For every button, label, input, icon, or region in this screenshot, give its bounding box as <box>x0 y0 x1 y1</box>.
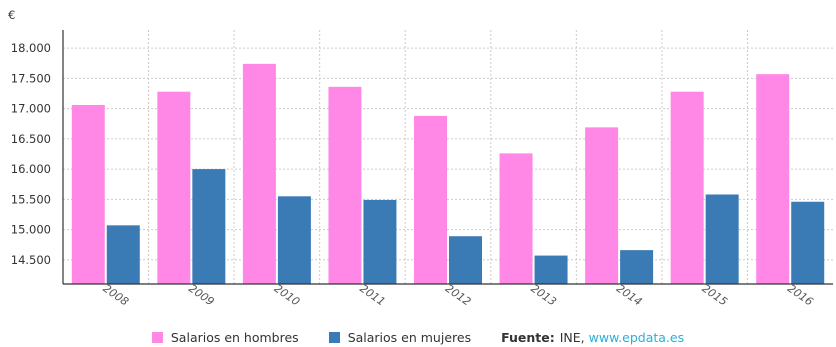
source-name: INE, <box>559 329 585 345</box>
x-tick-label: 2016 <box>785 282 815 309</box>
x-tick-label: 2015 <box>699 282 729 309</box>
x-tick-label: 2014 <box>614 282 644 309</box>
bar-hombres-2010[interactable] <box>242 63 276 284</box>
salary-bar-chart: € 14.500 15.000 15.500 16.000 16.500 17.000 17… <box>8 8 833 309</box>
x-axis-ticks: 2008 2009 2010 2011 2012 2013 2014 2015 2016 <box>101 282 816 309</box>
x-tick-label: 2011 <box>357 282 387 309</box>
source-credit: Fuente: INE, www.epdata.es <box>501 330 684 345</box>
bar-mujeres-2008[interactable] <box>106 225 140 284</box>
bar-mujeres-2013[interactable] <box>534 255 568 284</box>
y-tick-label: 16.000 <box>11 162 51 176</box>
y-axis-ticks: 14.500 15.000 15.500 16.000 16.500 17.000 17.5… <box>11 41 51 267</box>
gridlines <box>63 30 833 284</box>
legend-item-mujeres[interactable]: Salarios en mujeres <box>328 329 472 345</box>
legend-swatch-mujeres <box>328 331 340 343</box>
bar-hombres-2011[interactable] <box>328 86 362 284</box>
y-tick-label: 14.500 <box>11 253 51 267</box>
bar-mujeres-2012[interactable] <box>449 236 482 284</box>
x-tick-label: 2012 <box>443 282 473 309</box>
bar-hombres-2012[interactable] <box>414 115 447 284</box>
x-tick-label: 2013 <box>528 282 558 309</box>
legend-label-mujeres: Salarios en mujeres <box>347 329 472 345</box>
bar-mujeres-2011[interactable] <box>363 199 397 284</box>
x-tick-label: 2008 <box>101 282 131 309</box>
legend-label-hombres: Salarios en hombres <box>170 329 299 345</box>
bar-mujeres-2010[interactable] <box>277 196 311 284</box>
bar-hombres-2016[interactable] <box>756 74 790 285</box>
bar-hombres-2013[interactable] <box>499 153 533 284</box>
bar-hombres-2009[interactable] <box>157 91 191 284</box>
bar-mujeres-2014[interactable] <box>620 250 654 284</box>
y-tick-label: 17.000 <box>11 102 51 116</box>
bars <box>71 63 825 285</box>
legend-swatch-hombres <box>151 331 163 343</box>
bar-mujeres-2009[interactable] <box>192 169 226 284</box>
y-tick-label: 15.500 <box>11 192 51 206</box>
y-tick-label: 15.000 <box>11 223 51 237</box>
bar-mujeres-2015[interactable] <box>705 194 739 284</box>
legend-item-hombres[interactable]: Salarios en hombres <box>151 329 299 345</box>
bar-mujeres-2016[interactable] <box>791 201 825 284</box>
y-tick-label: 17.500 <box>11 71 51 85</box>
y-tick-label: 16.500 <box>11 132 51 146</box>
source-label: Fuente: <box>501 329 555 345</box>
y-unit-label: € <box>8 8 15 22</box>
bar-hombres-2015[interactable] <box>670 91 704 284</box>
x-tick-label: 2009 <box>186 282 216 309</box>
y-tick-label: 18.000 <box>11 41 51 55</box>
x-tick-label: 2010 <box>272 282 302 309</box>
source-link[interactable]: www.epdata.es <box>588 329 685 345</box>
legend: Salarios en hombres Salarios en mujeres … <box>0 328 836 346</box>
bar-hombres-2014[interactable] <box>585 127 619 284</box>
bar-hombres-2008[interactable] <box>71 104 105 284</box>
